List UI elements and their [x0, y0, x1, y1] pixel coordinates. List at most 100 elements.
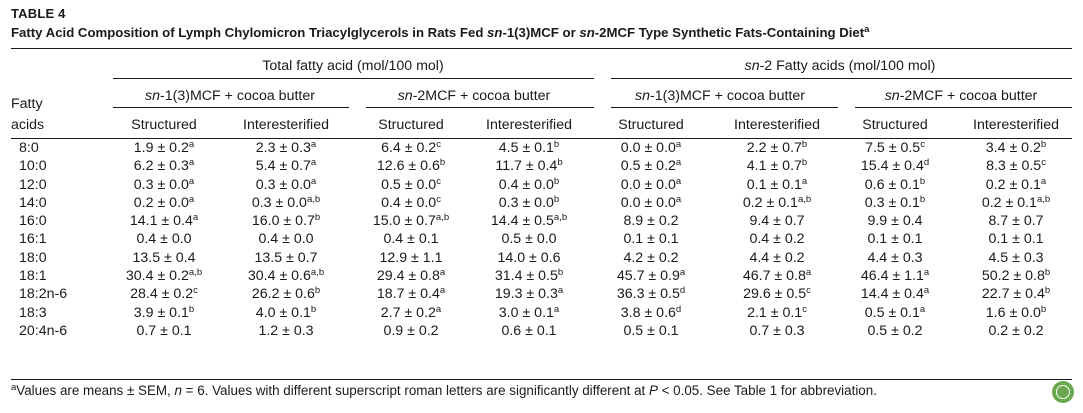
table-row: 18:0 13.5 ± 0.4 13.5 ± 0.7 12.9 ± 1.1 14.0 ±…: [0, 250, 1083, 268]
cell-value: 8.9 ± 0.2: [623, 213, 679, 230]
significance-letter: a,b: [797, 193, 812, 205]
cell-value: 2.2 ± 0.7: [746, 140, 802, 156]
table-cell: 30.4 ± 0.6a,b: [248, 268, 324, 284]
table-row: 10:0 6.2 ± 0.3a 5.4 ± 0.7a 12.6 ± 0.6b 11.7 …: [0, 158, 1083, 176]
table-row: 18:3 3.9 ± 0.1b 4.0 ± 0.1b 2.7 ± 0.2a 3.0 ± …: [0, 304, 1083, 323]
table-cell: 2.2 ± 0.7b: [747, 140, 807, 156]
column-header: Structured: [862, 117, 928, 133]
significance-letter: a: [557, 285, 564, 297]
significance-letter: a: [1040, 175, 1047, 187]
significance-letter: b: [314, 285, 321, 297]
cell-value: 0.2 ± 0.1: [742, 194, 798, 211]
cell-value: 14.1 ± 0.4: [129, 213, 193, 230]
table-cell: 13.5 ± 0.7: [254, 250, 317, 266]
significance-letter: a,b: [435, 212, 450, 224]
cell-value: 46.4 ± 1.1: [860, 268, 924, 285]
cell-value: 7.5 ± 0.5: [865, 140, 921, 156]
cell-value: 0.5 ± 0.1: [864, 304, 920, 321]
header-bottom-rule: [11, 138, 1072, 139]
significance-letter: a: [439, 267, 446, 279]
significance-letter: a: [923, 267, 930, 279]
cell-value: 50.2 ± 0.8: [981, 268, 1045, 285]
significance-letter: c: [1041, 157, 1046, 169]
table-cell: 0.5 ± 0.1: [623, 323, 678, 339]
bottom-rule: [11, 379, 1072, 380]
significance-letter: b: [439, 157, 446, 169]
table-cell: 4.0 ± 0.1b: [255, 304, 316, 321]
table-cell: 3.4 ± 0.2b: [986, 140, 1046, 156]
table-cell: 8.3 ± 0.5c: [986, 158, 1046, 174]
cell-value: 0.2 ± 0.1: [985, 176, 1041, 193]
cell-value: 13.5 ± 0.7: [254, 249, 318, 266]
table-row: 16:1 0.4 ± 0.0 0.4 ± 0.0 0.4 ± 0.1 0.5 ± 0.0…: [0, 231, 1083, 249]
cell-value: 2.1 ± 0.1: [747, 304, 803, 321]
table-cell: 8.9 ± 0.2: [623, 213, 678, 229]
table-cell: 2.3 ± 0.3a: [256, 140, 316, 156]
group-rule-total: [113, 78, 594, 79]
significance-letter: b: [919, 193, 926, 205]
significance-letter: b: [1040, 139, 1047, 150]
column-header: Interesterified: [486, 117, 572, 133]
cell-value: 0.6 ± 0.1: [864, 176, 920, 193]
table-footnote: aValues are means ± SEM, n = 6. Values w…: [11, 382, 877, 398]
table-cell: 0.3 ± 0.0a: [256, 175, 317, 192]
table-cell: 26.2 ± 0.6b: [252, 286, 320, 302]
cell-value: 30.4 ± 0.2: [125, 268, 189, 285]
cell-value: 0.2 ± 0.0: [133, 194, 189, 211]
subgroup-header-1: sn-1(3)MCF + cocoa butter: [145, 88, 315, 104]
cell-value: 12.6 ± 0.6: [376, 158, 440, 175]
table-cell: 14.4 ± 0.5a,b: [491, 213, 567, 229]
table-cell: 6.2 ± 0.3a: [134, 158, 194, 174]
table-cell: 4.5 ± 0.3: [988, 250, 1043, 266]
cell-value: 26.2 ± 0.6: [251, 286, 315, 303]
subgroup-header-2: sn-2MCF + cocoa butter: [397, 88, 551, 104]
significance-letter: a: [310, 175, 317, 187]
column-header: Structured: [131, 117, 197, 133]
cell-value: 0.4 ± 0.0: [498, 176, 554, 193]
fatty-acid-label: 20:4n-6: [19, 322, 68, 339]
table-body: 8:0 1.9 ± 0.2a 2.3 ± 0.3a 6.4 ± 0.2c 4.5 ± 0…: [0, 140, 1083, 341]
cell-value: 4.4 ± 0.3: [867, 249, 923, 266]
table-cell: 0.5 ± 0.2a: [621, 158, 681, 174]
cell-value: 19.3 ± 0.3: [494, 286, 558, 303]
column-header: Structured: [378, 117, 444, 133]
cell-value: 2.7 ± 0.2: [380, 304, 436, 321]
cell-value: 0.4 ± 0.2: [749, 231, 805, 248]
cell-value: 16.0 ± 0.7: [251, 213, 315, 230]
table-cell: 29.6 ± 0.5c: [743, 286, 811, 302]
table-row: 20:4n-6 0.7 ± 0.1 1.2 ± 0.3 0.9 ± 0.2 0.6 ± …: [0, 323, 1083, 341]
fatty-acid-label: 18:1: [19, 268, 47, 285]
cell-value: 8.7 ± 0.7: [988, 213, 1044, 230]
cell-value: 3.9 ± 0.1: [133, 304, 189, 321]
cell-value: 0.3 ± 0.0: [498, 194, 554, 211]
fatty-acid-label: 12:0: [19, 176, 47, 193]
table-cell: 4.2 ± 0.2: [623, 250, 678, 266]
table-cell: 2.7 ± 0.2a: [380, 304, 441, 321]
significance-letter: a,b: [1036, 193, 1051, 205]
cell-value: 2.3 ± 0.3: [255, 140, 311, 156]
significance-letter: a,b: [306, 193, 321, 205]
fatty-acid-label: 18:3: [19, 304, 47, 321]
table-row: 18:2n-6 28.4 ± 0.2c 26.2 ± 0.6b 18.7 ± 0.4a…: [0, 286, 1083, 304]
cell-value: 3.4 ± 0.2: [985, 140, 1041, 156]
significance-letter: a: [675, 139, 682, 150]
cell-value: 4.4 ± 0.2: [749, 249, 805, 266]
significance-letter: b: [1044, 267, 1051, 279]
subgroup-rule-2: [366, 107, 594, 108]
table-cell: 45.7 ± 0.9a: [617, 268, 685, 284]
table-cell: 0.5 ± 0.0c: [381, 175, 441, 192]
table-cell: 0.1 ± 0.1a: [747, 176, 807, 192]
table-cell: 0.6 ± 0.1: [501, 323, 556, 339]
table-cell: 0.2 ± 0.1a,b: [982, 195, 1050, 211]
table-cell: 1.9 ± 0.2a: [134, 140, 194, 156]
table-cell: 29.4 ± 0.8a: [377, 268, 445, 284]
significance-letter: c: [436, 175, 441, 187]
table-cell: 36.3 ± 0.5d: [617, 286, 685, 302]
significance-letter: a: [188, 175, 195, 187]
table-cell: 1.6 ± 0.0b: [986, 304, 1046, 320]
significance-letter: c: [436, 139, 441, 150]
cell-value: 4.0 ± 0.1: [255, 304, 311, 321]
table-cell: 15.4 ± 0.4d: [861, 158, 929, 174]
cell-value: 4.2 ± 0.2: [623, 249, 679, 266]
significance-letter: a: [192, 212, 199, 224]
